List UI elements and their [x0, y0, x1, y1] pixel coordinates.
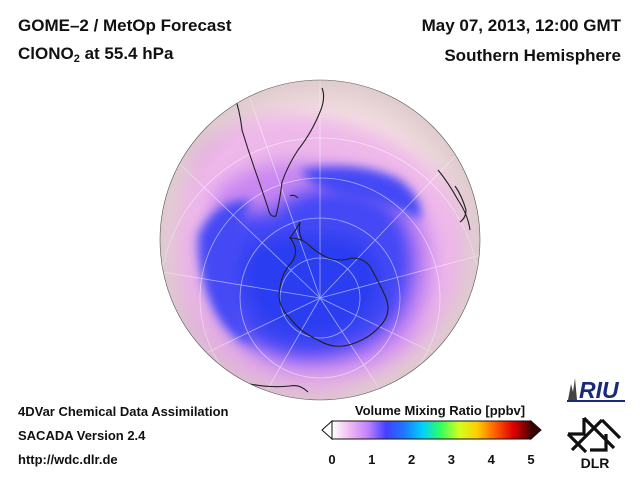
- footer-version: SACADA Version 2.4: [18, 428, 146, 443]
- colorbar-max-arrow: [530, 419, 542, 441]
- species-subscript: 2: [73, 53, 80, 65]
- species-level-label: ClONO2 at 55.4 hPa: [18, 44, 173, 65]
- colorbar-tick-4: 4: [487, 452, 495, 467]
- svg-text:RIU: RIU: [579, 377, 620, 403]
- colorbar-gradient: [331, 420, 532, 440]
- colorbar-tick-1: 1: [368, 452, 376, 467]
- svg-text:DLR: DLR: [581, 455, 610, 470]
- footer-url[interactable]: http://wdc.dlr.de: [18, 452, 118, 467]
- species-name: ClONO: [18, 44, 74, 63]
- colorbar-tick-2: 2: [407, 452, 416, 467]
- colorbar-title: Volume Mixing Ratio [ppbv]: [354, 403, 526, 418]
- pressure-level: at 55.4 hPa: [79, 44, 174, 63]
- footer-method: 4DVar Chemical Data Assimilation: [18, 404, 229, 419]
- colorbar-tick-5: 5: [527, 452, 535, 467]
- forecast-date: May 07, 2013, 12:00 GMT: [421, 16, 621, 35]
- colorbar-tick-3: 3: [447, 452, 455, 467]
- map-title: GOME–2 / MetOp Forecast: [18, 16, 232, 35]
- globe-shading: [160, 80, 480, 400]
- hemisphere-label: Southern Hemisphere: [444, 46, 621, 65]
- dlr-logo: DLR: [566, 416, 622, 470]
- colorbar-min-arrow: [321, 419, 333, 441]
- globe-outline: [159, 79, 481, 401]
- colorbar-tick-0: 0: [328, 452, 336, 467]
- riu-logo: RIU: [567, 377, 625, 403]
